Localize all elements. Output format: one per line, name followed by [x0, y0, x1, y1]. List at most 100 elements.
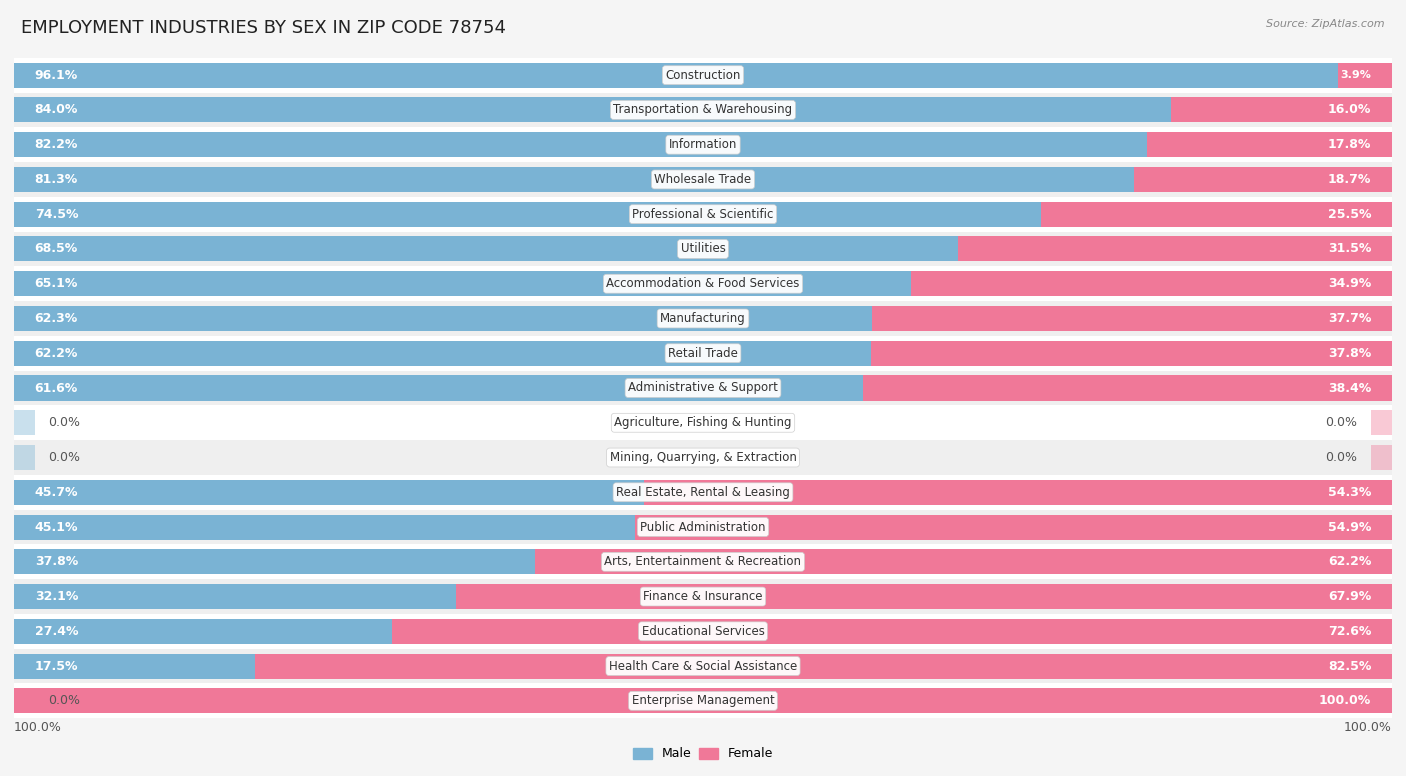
- Bar: [1135, 167, 1392, 192]
- Text: 96.1%: 96.1%: [35, 68, 77, 81]
- Bar: [256, 653, 1392, 678]
- Text: 82.2%: 82.2%: [35, 138, 79, 151]
- Text: Wholesale Trade: Wholesale Trade: [654, 173, 752, 186]
- Text: Accommodation & Food Services: Accommodation & Food Services: [606, 277, 800, 290]
- Text: 0.0%: 0.0%: [48, 416, 80, 429]
- Text: 100.0%: 100.0%: [1344, 721, 1392, 734]
- Text: 72.6%: 72.6%: [1327, 625, 1371, 638]
- Text: 45.7%: 45.7%: [35, 486, 79, 499]
- Bar: [14, 371, 1392, 405]
- Bar: [14, 237, 957, 262]
- Text: 100.0%: 100.0%: [1319, 695, 1371, 708]
- Bar: [14, 197, 1392, 231]
- Bar: [14, 411, 35, 435]
- Bar: [14, 688, 35, 713]
- Bar: [14, 545, 1392, 579]
- Bar: [863, 376, 1392, 400]
- Text: Agriculture, Fishing & Hunting: Agriculture, Fishing & Hunting: [614, 416, 792, 429]
- Text: 67.9%: 67.9%: [1329, 590, 1371, 603]
- Text: Administrative & Support: Administrative & Support: [628, 382, 778, 394]
- Text: 16.0%: 16.0%: [1327, 103, 1371, 116]
- Text: 61.6%: 61.6%: [35, 382, 77, 394]
- Text: Enterprise Management: Enterprise Management: [631, 695, 775, 708]
- Bar: [534, 549, 1392, 574]
- Bar: [14, 514, 636, 539]
- Text: 100.0%: 100.0%: [14, 721, 62, 734]
- Legend: Male, Female: Male, Female: [628, 743, 778, 765]
- Text: 0.0%: 0.0%: [1326, 451, 1358, 464]
- Bar: [14, 57, 1392, 92]
- Bar: [1040, 202, 1392, 227]
- Text: Educational Services: Educational Services: [641, 625, 765, 638]
- Bar: [14, 92, 1392, 127]
- Bar: [14, 162, 1392, 197]
- Text: 27.4%: 27.4%: [35, 625, 79, 638]
- Bar: [14, 440, 1392, 475]
- Text: EMPLOYMENT INDUSTRIES BY SEX IN ZIP CODE 78754: EMPLOYMENT INDUSTRIES BY SEX IN ZIP CODE…: [21, 19, 506, 37]
- Text: 25.5%: 25.5%: [1327, 208, 1371, 220]
- Text: Arts, Entertainment & Recreation: Arts, Entertainment & Recreation: [605, 556, 801, 568]
- Text: Manufacturing: Manufacturing: [661, 312, 745, 325]
- Text: 0.0%: 0.0%: [48, 695, 80, 708]
- Bar: [14, 653, 256, 678]
- Bar: [14, 341, 872, 365]
- Bar: [636, 514, 1392, 539]
- Text: 68.5%: 68.5%: [35, 242, 77, 255]
- Text: Public Administration: Public Administration: [640, 521, 766, 534]
- Text: 62.3%: 62.3%: [35, 312, 77, 325]
- Bar: [14, 649, 1392, 684]
- Text: 62.2%: 62.2%: [35, 347, 79, 360]
- Bar: [911, 271, 1392, 296]
- Bar: [14, 167, 1135, 192]
- Bar: [14, 405, 1392, 440]
- Text: 37.7%: 37.7%: [1327, 312, 1371, 325]
- Bar: [14, 127, 1392, 162]
- Bar: [14, 132, 1147, 158]
- Bar: [14, 549, 534, 574]
- Bar: [14, 266, 1392, 301]
- Bar: [14, 445, 35, 470]
- Text: 45.1%: 45.1%: [35, 521, 79, 534]
- Bar: [14, 63, 1339, 88]
- Text: 31.5%: 31.5%: [1327, 242, 1371, 255]
- Text: Retail Trade: Retail Trade: [668, 347, 738, 360]
- Bar: [14, 688, 1392, 713]
- Bar: [872, 341, 1392, 365]
- Bar: [14, 98, 1171, 123]
- Text: 37.8%: 37.8%: [35, 556, 77, 568]
- Text: Source: ZipAtlas.com: Source: ZipAtlas.com: [1267, 19, 1385, 29]
- Text: 18.7%: 18.7%: [1327, 173, 1371, 186]
- Text: 17.5%: 17.5%: [35, 660, 79, 673]
- Text: 32.1%: 32.1%: [35, 590, 79, 603]
- Text: Information: Information: [669, 138, 737, 151]
- Text: 0.0%: 0.0%: [1326, 416, 1358, 429]
- Text: 74.5%: 74.5%: [35, 208, 79, 220]
- Bar: [1371, 445, 1392, 470]
- Text: 38.4%: 38.4%: [1329, 382, 1371, 394]
- Bar: [14, 618, 392, 644]
- Text: 54.3%: 54.3%: [1327, 486, 1371, 499]
- Bar: [14, 306, 873, 331]
- Text: 81.3%: 81.3%: [35, 173, 77, 186]
- Text: 54.9%: 54.9%: [1327, 521, 1371, 534]
- Text: 17.8%: 17.8%: [1327, 138, 1371, 151]
- Bar: [14, 584, 457, 609]
- Bar: [1339, 63, 1392, 88]
- Text: Construction: Construction: [665, 68, 741, 81]
- Bar: [14, 579, 1392, 614]
- Bar: [1147, 132, 1392, 158]
- Bar: [1371, 411, 1392, 435]
- Text: Mining, Quarrying, & Extraction: Mining, Quarrying, & Extraction: [610, 451, 796, 464]
- Text: 84.0%: 84.0%: [35, 103, 79, 116]
- Bar: [457, 584, 1392, 609]
- Bar: [14, 202, 1040, 227]
- Bar: [14, 614, 1392, 649]
- Text: 62.2%: 62.2%: [1327, 556, 1371, 568]
- Bar: [14, 336, 1392, 371]
- Text: 37.8%: 37.8%: [1329, 347, 1371, 360]
- Bar: [1171, 98, 1392, 123]
- Bar: [14, 376, 863, 400]
- Bar: [14, 684, 1392, 719]
- Bar: [14, 480, 644, 504]
- Text: Finance & Insurance: Finance & Insurance: [644, 590, 762, 603]
